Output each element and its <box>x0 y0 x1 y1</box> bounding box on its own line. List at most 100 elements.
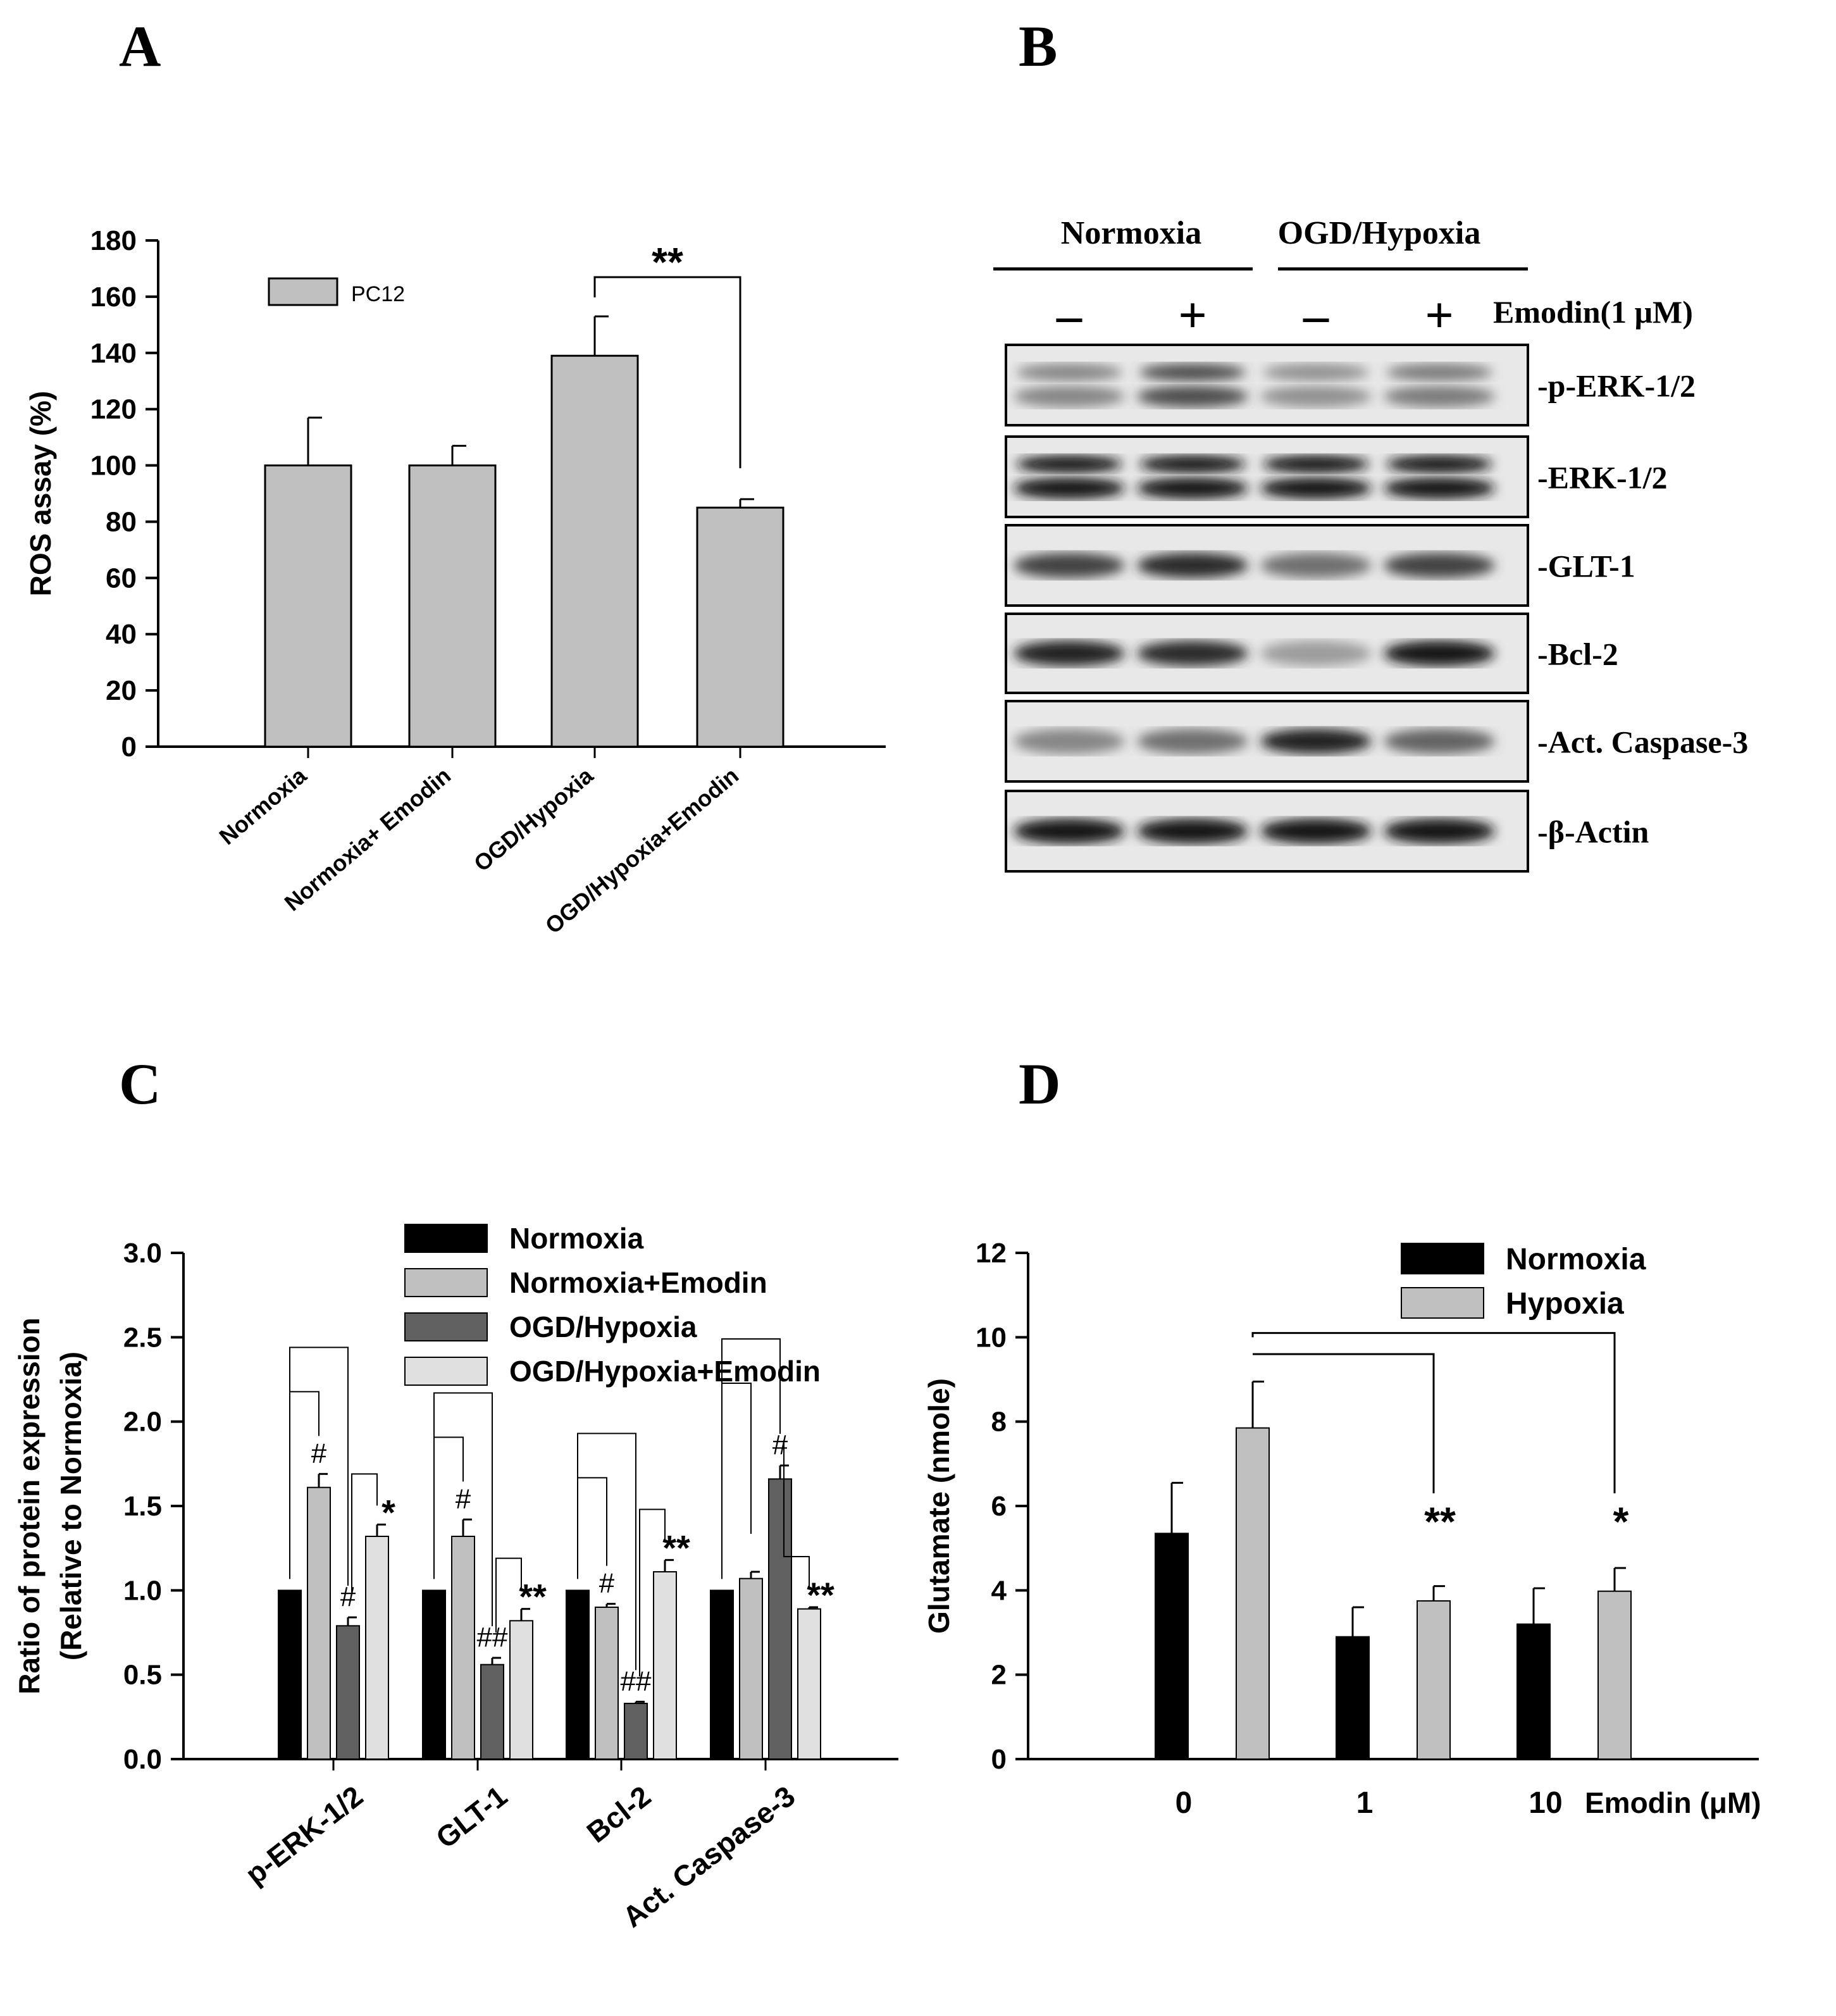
y-tick-label: 10 <box>976 1322 1007 1353</box>
band <box>1137 477 1248 499</box>
blot-row-label: -Bcl-2 <box>1537 637 1618 672</box>
x-tick-label: 1 <box>1356 1786 1374 1820</box>
bar <box>624 1703 648 1760</box>
y-tick-label: 120 <box>90 394 137 425</box>
band <box>1384 640 1495 666</box>
band <box>1139 363 1246 382</box>
y-tick-label: 4 <box>991 1575 1007 1606</box>
legend-swatch <box>268 277 338 306</box>
legend-swatch <box>404 1224 488 1253</box>
y-tick-label: 40 <box>106 619 137 650</box>
group-label-normoxia: Normoxia <box>1061 215 1201 251</box>
significance-mark: # <box>340 1581 356 1612</box>
bar <box>696 506 785 748</box>
significance-bracket <box>289 1347 349 1586</box>
band <box>1014 818 1125 844</box>
panel-label-d: D <box>1019 1052 1061 1116</box>
legend-label: Hypoxia <box>1506 1287 1624 1321</box>
bar <box>797 1608 821 1760</box>
y-tick-label: 180 <box>90 225 137 256</box>
significance-bracket <box>1253 1353 1435 1493</box>
y-axis-label-2: (Relative to Normoxia) <box>54 1352 87 1660</box>
y-tick-label: 2 <box>991 1660 1007 1691</box>
y-tick-label: 2.5 <box>123 1322 162 1353</box>
bar <box>1597 1590 1632 1760</box>
bar <box>1417 1600 1451 1760</box>
significance-mark: * <box>1613 1499 1629 1545</box>
bar <box>509 1620 533 1760</box>
bar <box>365 1536 389 1760</box>
significance-bracket <box>593 276 741 468</box>
x-axis-label: Emodin (μM) <box>1585 1786 1761 1819</box>
y-tick-label: 0.5 <box>123 1660 162 1691</box>
significance-mark: # <box>311 1438 327 1469</box>
bar <box>1517 1623 1551 1760</box>
blot-row-label: -p-ERK-1/2 <box>1537 368 1696 404</box>
significance-mark: ** <box>519 1577 547 1617</box>
band <box>1139 455 1246 473</box>
significance-mark: ** <box>662 1528 690 1567</box>
lane-sign: – <box>1303 288 1329 344</box>
y-tick-label: 3.0 <box>123 1238 162 1269</box>
y-axis-label: Ratio of protein expression <box>13 1317 46 1695</box>
lane-sign: + <box>1178 288 1207 344</box>
x-tick-label: Normoxia <box>214 762 312 850</box>
bar <box>480 1664 504 1760</box>
significance-mark: ** <box>652 239 683 285</box>
chart-c: 0.0 0.5 1.0 1.5 2.0 2.5 3.0 Ratio of protein ex… <box>13 1222 898 1934</box>
legend-label: Normoxia <box>509 1222 644 1255</box>
y-tick-label: 100 <box>90 451 137 482</box>
bar <box>1336 1636 1370 1760</box>
y-tick-label: 140 <box>90 338 137 369</box>
band <box>1384 385 1495 408</box>
band <box>1386 363 1492 382</box>
band <box>1263 455 1369 473</box>
bar <box>653 1571 677 1760</box>
band <box>1014 640 1125 666</box>
chart-a: 0 20 40 60 80 100 120 140 160 180 ROS assay (%) Nor… <box>24 225 886 939</box>
western-blot-b: Normoxia OGD/Hypoxia – + – + Emodin(1 μM) -p-ER… <box>993 215 1748 873</box>
legend-swatch <box>1401 1243 1484 1274</box>
band <box>1386 455 1492 473</box>
bar <box>710 1590 734 1760</box>
legend-label: OGD/Hypoxia <box>509 1310 697 1343</box>
significance-bracket <box>1251 1332 1616 1493</box>
significance-mark: # <box>456 1483 471 1514</box>
band <box>1384 728 1495 754</box>
bar <box>422 1590 446 1760</box>
band <box>1016 455 1122 473</box>
significance-bracket <box>434 1436 464 1482</box>
significance-bracket <box>639 1509 666 1677</box>
y-tick-label: 0 <box>991 1744 1007 1775</box>
x-tick-label: GLT-1 <box>430 1779 513 1855</box>
y-axis-label: Glutamate (nmole) <box>922 1378 955 1634</box>
x-tick-label: Bcl-2 <box>581 1779 657 1849</box>
legend-swatch <box>1401 1287 1484 1319</box>
panel-label-c: C <box>119 1052 161 1116</box>
band <box>1137 640 1248 666</box>
bar <box>451 1536 475 1760</box>
legend-swatch <box>404 1357 488 1386</box>
bar <box>1236 1427 1270 1760</box>
x-tick-label: 0 <box>1175 1786 1193 1820</box>
band <box>1260 728 1372 754</box>
significance-bracket <box>495 1557 522 1633</box>
band <box>1384 818 1495 844</box>
y-tick-label: 0 <box>121 731 137 762</box>
significance-bracket <box>577 1433 636 1671</box>
significance-mark: ** <box>807 1575 834 1615</box>
x-tick-label: 10 <box>1529 1786 1562 1820</box>
panel-label-a: A <box>119 14 161 78</box>
bar <box>307 1486 331 1760</box>
y-tick-label: 2.0 <box>123 1407 162 1438</box>
x-tick-label: p-ERK-1/2 <box>239 1779 369 1891</box>
band <box>1137 385 1248 408</box>
chart-d: 0 2 4 6 8 10 12 Glutamate (nmole) 0 1 10 Emodin (μM… <box>922 1238 1761 1820</box>
band <box>1014 477 1125 499</box>
y-tick-label: 20 <box>106 675 137 706</box>
significance-mark: * <box>381 1492 395 1532</box>
blot-box <box>1005 344 1529 426</box>
significance-bracket <box>578 1477 607 1566</box>
blot-box <box>1005 435 1529 518</box>
band <box>1137 552 1248 578</box>
